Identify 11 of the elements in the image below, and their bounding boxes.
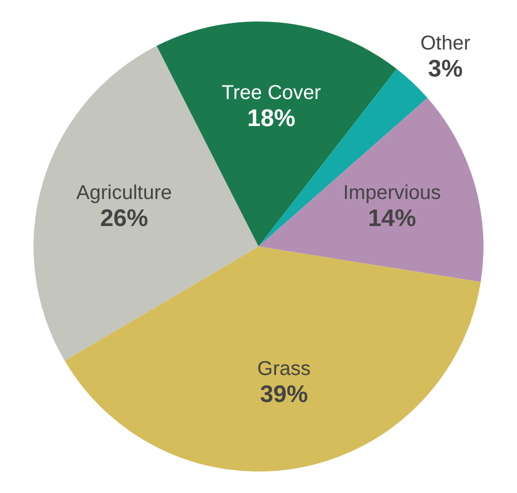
data-label: 3% bbox=[428, 56, 463, 83]
slice-label: Agriculture bbox=[76, 182, 172, 204]
data-label: 14% bbox=[368, 205, 416, 232]
slice-label: Other bbox=[420, 32, 471, 55]
slice-label: Tree Cover bbox=[222, 82, 322, 104]
pie-slice bbox=[64, 246, 481, 472]
slice-label: Grass bbox=[257, 358, 311, 380]
data-label: 39% bbox=[260, 381, 308, 408]
slice-label: Impervious bbox=[343, 182, 441, 204]
data-label: 18% bbox=[247, 105, 296, 132]
data-label: 26% bbox=[100, 204, 148, 232]
